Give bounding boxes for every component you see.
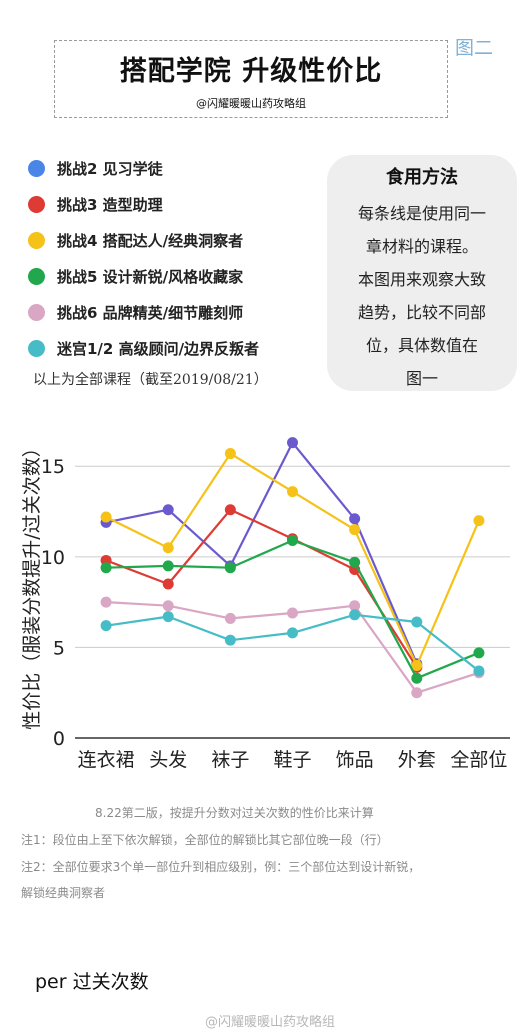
data-point: [411, 672, 423, 684]
footnote-1: 注1：段位由上至下依次解锁，全部位的解锁比其它部位晚一段（行）: [21, 833, 389, 847]
data-point: [287, 627, 298, 639]
data-point: [287, 486, 298, 498]
data-point: [162, 560, 174, 572]
usage-body: 每条线是使用同一 章材料的课程。 本图用来观察大致 趋势，比较不同部 位，具体数…: [339, 197, 505, 395]
page-title: 搭配学院 升级性价比: [119, 56, 383, 87]
x-tick-label: 连衣裙: [78, 749, 135, 771]
data-point: [100, 562, 112, 574]
legend-dot-icon: [28, 196, 45, 213]
data-point: [349, 609, 361, 621]
y-tick-label: 0: [53, 728, 65, 750]
data-point: [349, 600, 361, 612]
legend-dot-icon: [28, 268, 45, 285]
data-point: [473, 665, 485, 677]
data-point: [162, 611, 174, 623]
usage-line: 本图用来观察大致: [357, 270, 486, 289]
x-tick-label: 鞋子: [273, 749, 311, 771]
watermark: @闪耀暖暖山药攻略组: [205, 1015, 336, 1030]
usage-panel: 食用方法 每条线是使用同一 章材料的课程。 本图用来观察大致 趋势，比较不同部 …: [327, 155, 517, 391]
x-tick-label: 全部位: [450, 749, 507, 771]
x-tick-label: 袜子: [211, 749, 249, 771]
data-point: [162, 578, 174, 590]
legend-dot-icon: [28, 304, 45, 321]
x-tick-label: 外套: [398, 749, 436, 771]
legend-label: 挑战3 造型助理: [57, 196, 163, 214]
data-point: [411, 660, 423, 672]
series-line-6: [105, 613, 480, 672]
data-point: [162, 600, 174, 612]
data-point: [349, 556, 361, 568]
legend-label: 挑战6 品牌精英/细节雕刻师: [57, 304, 244, 322]
usage-line: 章材料的课程。: [365, 237, 478, 256]
series-line-2: [105, 508, 418, 668]
legend-label: 挑战4 搭配达人/经典洞察者: [57, 232, 244, 250]
data-point: [100, 511, 112, 523]
data-point: [224, 448, 236, 460]
usage-line: 图一: [405, 369, 438, 388]
data-point: [224, 562, 236, 574]
course-note: 以上为全部课程（截至2019/08/21）: [33, 372, 268, 388]
usage-line: 位，具体数值在: [365, 336, 478, 355]
legend-label: 挑战2 见习学徒: [57, 160, 163, 178]
data-point: [224, 504, 236, 516]
data-point: [473, 515, 485, 527]
figure-label: 图二: [455, 37, 494, 59]
data-point: [287, 535, 298, 547]
credit-text: @闪耀暖暖山药攻略组: [196, 97, 306, 110]
data-point: [349, 524, 361, 536]
legend-dot-icon: [28, 232, 45, 249]
usage-title: 食用方法: [386, 167, 458, 188]
x-tick-label: 头发: [149, 749, 187, 771]
legend-dot-icon: [28, 160, 45, 177]
data-point: [411, 616, 423, 628]
y-axis-label: 性价比（服装分数提升/过关次数）: [21, 438, 43, 729]
data-point: [349, 513, 361, 525]
footnote-2-cont: 解锁经典洞察者: [21, 886, 106, 900]
usage-line: 每条线是使用同一: [357, 204, 486, 223]
title-box: 搭配学院 升级性价比 @闪耀暖暖山药攻略组: [54, 40, 448, 118]
y-tick-label: 15: [41, 456, 65, 478]
y-tick-label: 5: [53, 637, 65, 659]
y-tick-label: 10: [41, 547, 65, 569]
legend-label: 挑战5 设计新锐/风格收藏家: [57, 268, 244, 286]
data-point: [224, 634, 236, 646]
legend-dot-icon: [28, 340, 45, 357]
data-point: [224, 612, 236, 624]
data-point: [411, 687, 423, 699]
data-point: [100, 620, 112, 632]
per-label: per 过关次数: [35, 971, 149, 993]
legend-label: 迷宫1/2 高级顾问/边界反叛者: [57, 340, 260, 358]
data-point: [473, 647, 485, 659]
usage-line: 趋势，比较不同部: [357, 303, 486, 322]
series-line-1: [105, 441, 418, 665]
x-tick-label: 饰品: [336, 749, 374, 771]
data-point: [162, 542, 174, 554]
data-point: [162, 504, 174, 516]
footnote-version: 8.22第二版，按提升分数对过关次数的性价比来计算: [95, 806, 374, 820]
data-point: [287, 437, 298, 449]
data-point: [100, 596, 112, 608]
footnote-2: 注2：全部位要求3个单一部位升到相应级别，例：三个部位达到设计新锐，: [21, 860, 421, 874]
data-point: [287, 607, 298, 619]
